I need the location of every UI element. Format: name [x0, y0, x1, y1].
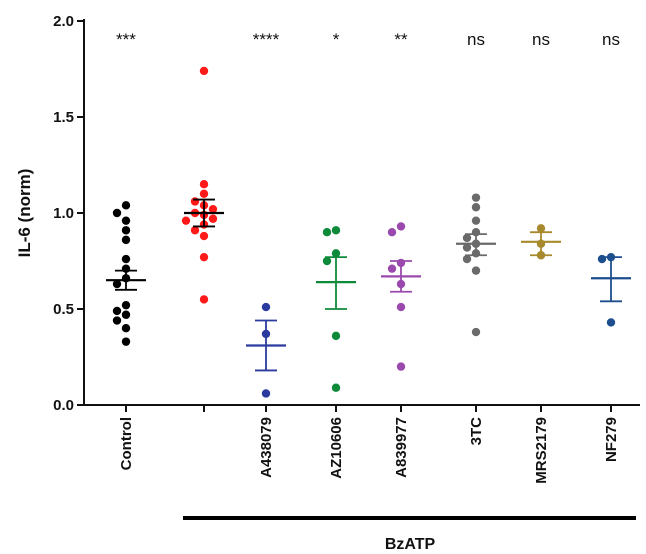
- data-point: [261, 389, 271, 398]
- data-point: [190, 197, 200, 206]
- data-point: [121, 226, 131, 235]
- data-point: [462, 243, 472, 252]
- data-point: [199, 66, 209, 76]
- y-tick-label: 1.0: [53, 205, 74, 222]
- data-point: [121, 216, 131, 225]
- data-point: [396, 302, 406, 312]
- data-point: [208, 214, 218, 223]
- y-tick-label: 2.0: [53, 13, 74, 30]
- data-point: [121, 235, 131, 245]
- data-point: [121, 254, 131, 264]
- data-point: [387, 264, 397, 273]
- category-label: MRS2179: [533, 417, 550, 484]
- category-label: A839977: [393, 417, 410, 478]
- significance-label: ns: [467, 30, 485, 49]
- data-point: [121, 324, 131, 333]
- data-point: [396, 362, 406, 371]
- category-label: NF279: [603, 417, 620, 462]
- data-point: [387, 228, 397, 237]
- y-tick-label: 0.5: [53, 301, 74, 318]
- significance-label: ns: [602, 30, 620, 49]
- data-point: [181, 216, 191, 225]
- mean-sem-bars: [106, 198, 631, 372]
- significance-label: *: [333, 30, 340, 49]
- category-label: A438079: [258, 417, 275, 478]
- data-point: [261, 302, 271, 312]
- data-point: [396, 222, 406, 231]
- data-point: [322, 256, 332, 266]
- data-point: [199, 180, 209, 189]
- data-point: [597, 254, 607, 264]
- y-axis-title: IL-6 (norm): [15, 169, 34, 258]
- data-point: [471, 193, 481, 202]
- data-point: [606, 318, 616, 327]
- data-point: [322, 228, 332, 237]
- data-point: [190, 226, 200, 235]
- category-labels: Control A438079 AZ10606 A839977 3TC MRS2179 NF…: [118, 417, 620, 484]
- data-point: [471, 203, 481, 212]
- significance-label: **: [394, 30, 408, 49]
- significance-label: ns: [532, 30, 550, 49]
- significance-labels: *** **** * ** ns ns ns: [116, 30, 620, 49]
- data-point: [199, 252, 209, 262]
- data-point: [331, 226, 341, 235]
- data-point: [112, 279, 122, 289]
- data-point: [462, 233, 472, 243]
- data-point: [199, 189, 209, 198]
- data-point: [121, 310, 131, 319]
- significance-label: ****: [253, 30, 280, 49]
- data-point: [121, 300, 131, 310]
- bzatp-bracket-label: BzATP: [385, 536, 436, 553]
- data-point: [471, 216, 481, 225]
- category-label: Control: [118, 417, 135, 470]
- data-point: [471, 327, 481, 337]
- axes: 0.0 0.5 1.0 1.5 2.0: [53, 13, 640, 414]
- data-point: [536, 224, 546, 233]
- data-point: [331, 331, 341, 341]
- data-point: [112, 208, 122, 218]
- category-label: AZ10606: [328, 417, 345, 479]
- category-label: 3TC: [468, 417, 485, 446]
- data-point: [462, 254, 472, 264]
- data-point: [112, 316, 122, 325]
- data-point: [471, 266, 481, 275]
- data-point: [331, 249, 341, 258]
- data-point: [121, 337, 131, 346]
- data-point: [208, 204, 218, 214]
- data-point: [199, 295, 209, 304]
- data-point: [121, 201, 131, 210]
- y-tick-label: 1.5: [53, 109, 74, 126]
- y-tick-label: 0.0: [53, 397, 74, 414]
- data-point: [331, 383, 341, 392]
- data-point: [199, 231, 209, 241]
- data-point: [112, 306, 122, 316]
- significance-label: ***: [116, 30, 136, 49]
